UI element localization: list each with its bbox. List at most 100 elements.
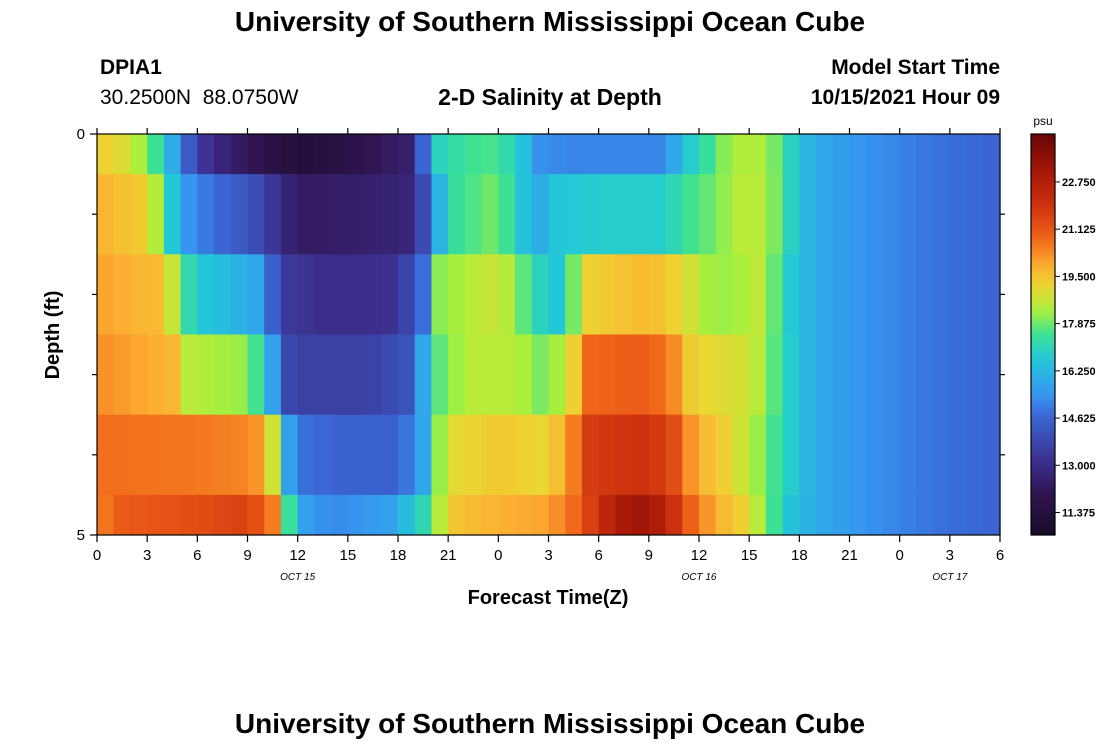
- heatmap-cell: [648, 254, 667, 335]
- heatmap-cell: [799, 334, 817, 416]
- heatmap-cell: [314, 494, 332, 536]
- heatmap-cell: [632, 174, 650, 255]
- heatmap-cell: [849, 254, 867, 335]
- heatmap-cell: [983, 174, 1001, 255]
- y-axis-title: Depth (ft): [42, 291, 64, 380]
- page-title: University of Southern Mississippi Ocean…: [234, 6, 866, 37]
- heatmap-cell: [197, 414, 215, 496]
- heatmap-cell: [448, 414, 466, 496]
- heatmap-cell: [882, 334, 901, 416]
- heatmap-cell: [448, 134, 466, 175]
- heatmap-cell: [297, 334, 315, 416]
- heatmap-cell: [648, 174, 667, 255]
- heatmap-cell: [866, 334, 884, 416]
- heatmap-cell: [381, 334, 399, 416]
- heatmap-cell: [765, 254, 784, 335]
- heatmap-cell: [147, 494, 165, 536]
- heatmap-cell: [548, 414, 566, 496]
- heatmap-cell: [515, 334, 533, 416]
- heatmap-cell: [130, 134, 148, 175]
- heatmap-cell: [481, 134, 499, 175]
- heatmap-cell: [682, 174, 700, 255]
- heatmap-cell: [230, 254, 249, 335]
- heatmap-cell: [949, 254, 968, 335]
- heatmap-cell: [882, 494, 901, 536]
- x-tick-label: 9: [243, 547, 251, 564]
- heatmap-cell: [715, 254, 734, 335]
- heatmap-cell: [866, 254, 884, 335]
- x-tick-label: 15: [339, 547, 356, 564]
- heatmap-cell: [699, 254, 717, 335]
- heatmap-cell: [515, 134, 533, 175]
- heatmap-cell: [264, 414, 282, 496]
- heatmap-cell: [464, 134, 483, 175]
- x-tick-label: 6: [996, 547, 1004, 564]
- heatmap-cell: [765, 414, 784, 496]
- heatmap-cell: [147, 174, 165, 255]
- heatmap-cell: [899, 334, 917, 416]
- heatmap-cell: [113, 174, 132, 255]
- heatmap-cell: [916, 494, 934, 536]
- heatmap-cell: [615, 134, 633, 175]
- heatmap-cell: [782, 494, 800, 536]
- heatmap-cell: [464, 254, 483, 335]
- heatmap-cell: [498, 494, 516, 536]
- heatmap-cell: [966, 494, 984, 536]
- heatmap-cell: [548, 174, 566, 255]
- heatmap-cell: [515, 494, 533, 536]
- colorbar-tick-label: 22.750: [1062, 177, 1096, 189]
- heatmap-cell: [414, 334, 433, 416]
- heatmap-cell: [97, 254, 115, 335]
- heatmap-cell: [531, 334, 550, 416]
- heatmap-cell: [381, 254, 399, 335]
- heatmap-cell: [97, 334, 115, 416]
- heatmap-cell: [749, 174, 767, 255]
- heatmap-cell: [682, 254, 700, 335]
- heatmap-cell: [247, 334, 265, 416]
- heatmap-cell: [398, 494, 416, 536]
- heatmap-cell: [147, 134, 165, 175]
- heatmap-cell: [364, 174, 382, 255]
- heatmap-cell: [916, 134, 934, 175]
- heatmap-cell: [615, 414, 633, 496]
- heatmap-cell: [481, 254, 499, 335]
- heatmap-cell: [197, 254, 215, 335]
- heatmap-cell: [899, 414, 917, 496]
- x-tick-label: 3: [143, 547, 151, 564]
- heatmap-cell: [933, 494, 951, 536]
- heatmap-cell: [431, 494, 449, 536]
- heatmap-cell: [531, 174, 550, 255]
- heatmap-cell: [431, 254, 449, 335]
- heatmap-cell: [280, 494, 299, 536]
- heatmap-cell: [565, 334, 583, 416]
- heatmap-cell: [180, 414, 198, 496]
- heatmap-cell: [715, 494, 734, 536]
- heatmap-cell: [849, 174, 867, 255]
- heatmap-cell: [347, 334, 366, 416]
- heatmap-cell: [598, 494, 616, 536]
- heatmap-cell: [331, 254, 349, 335]
- heatmap-cell: [581, 334, 600, 416]
- heatmap-cell: [715, 134, 734, 175]
- heatmap-cell: [163, 414, 182, 496]
- heatmap-cell: [398, 334, 416, 416]
- heatmap-cell: [749, 254, 767, 335]
- heatmap-cell: [899, 174, 917, 255]
- heatmap-cell: [214, 494, 232, 536]
- heatmap-cell: [799, 254, 817, 335]
- x-tick-label: 9: [645, 547, 653, 564]
- heatmap-cell: [832, 494, 851, 536]
- heatmap-cell: [983, 494, 1001, 536]
- heatmap-cell: [715, 414, 734, 496]
- heatmap-cell: [230, 134, 249, 175]
- x-tick-label: 6: [193, 547, 201, 564]
- heatmap-cell: [983, 254, 1001, 335]
- heatmap-cell: [481, 334, 499, 416]
- heatmap-cell: [832, 414, 851, 496]
- heatmap-cell: [765, 134, 784, 175]
- y-tick-label: 5: [77, 527, 85, 544]
- heatmap-cell: [832, 334, 851, 416]
- heatmap-cell: [615, 174, 633, 255]
- heatmap-cell: [515, 174, 533, 255]
- heatmap-cell: [214, 254, 232, 335]
